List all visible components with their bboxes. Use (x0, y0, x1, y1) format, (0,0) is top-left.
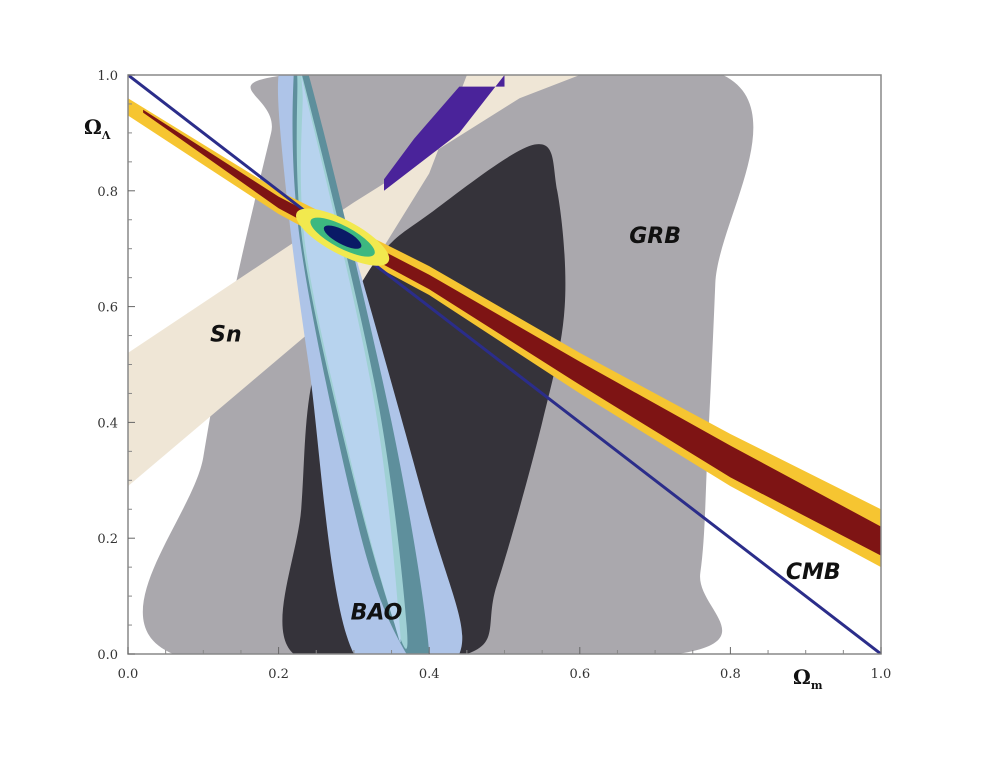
x-tick-label: 0.2 (268, 667, 289, 682)
y-tick-label: 0.2 (97, 532, 118, 547)
y-tick-label: 0.6 (97, 301, 118, 316)
y-axis-label-sub: Λ (101, 129, 111, 142)
x-axis-label: Ωm (793, 665, 823, 692)
cmb-label: CMB (786, 560, 841, 585)
y-tick-label: 0.8 (97, 185, 118, 200)
regions-layer (128, 75, 881, 654)
x-tick-label: 1.0 (871, 667, 892, 682)
x-axis-label-main: Ω (793, 665, 811, 689)
region-labels-layer: GRB Sn BAO CMB (210, 224, 841, 625)
sn-label: Sn (210, 323, 242, 348)
grb-label: GRB (629, 224, 681, 249)
x-tick-label: 0.6 (569, 667, 590, 682)
cmb-core-contour (143, 109, 881, 556)
ticks-layer: 0.0 0.2 0.4 0.6 0.8 1.0 0.0 0.2 0.4 0.6 0.8 1.0 (97, 69, 891, 682)
x-axis-label-sub: m (811, 679, 823, 692)
y-tick-label: 1.0 (97, 69, 118, 84)
x-tick-label: 0.0 (118, 667, 139, 682)
y-tick-label: 0.0 (97, 648, 118, 663)
y-axis-label: ΩΛ (84, 115, 111, 142)
y-tick-label: 0.4 (97, 416, 118, 431)
bao-label: BAO (351, 600, 403, 625)
series-2-outer-contour (384, 75, 505, 191)
flat-universe-line (128, 75, 881, 654)
x-tick-label: 0.4 (419, 667, 440, 682)
y-axis-label-main: Ω (84, 115, 102, 139)
combined-contour-3 (323, 225, 362, 249)
x-tick-label: 0.8 (720, 667, 741, 682)
